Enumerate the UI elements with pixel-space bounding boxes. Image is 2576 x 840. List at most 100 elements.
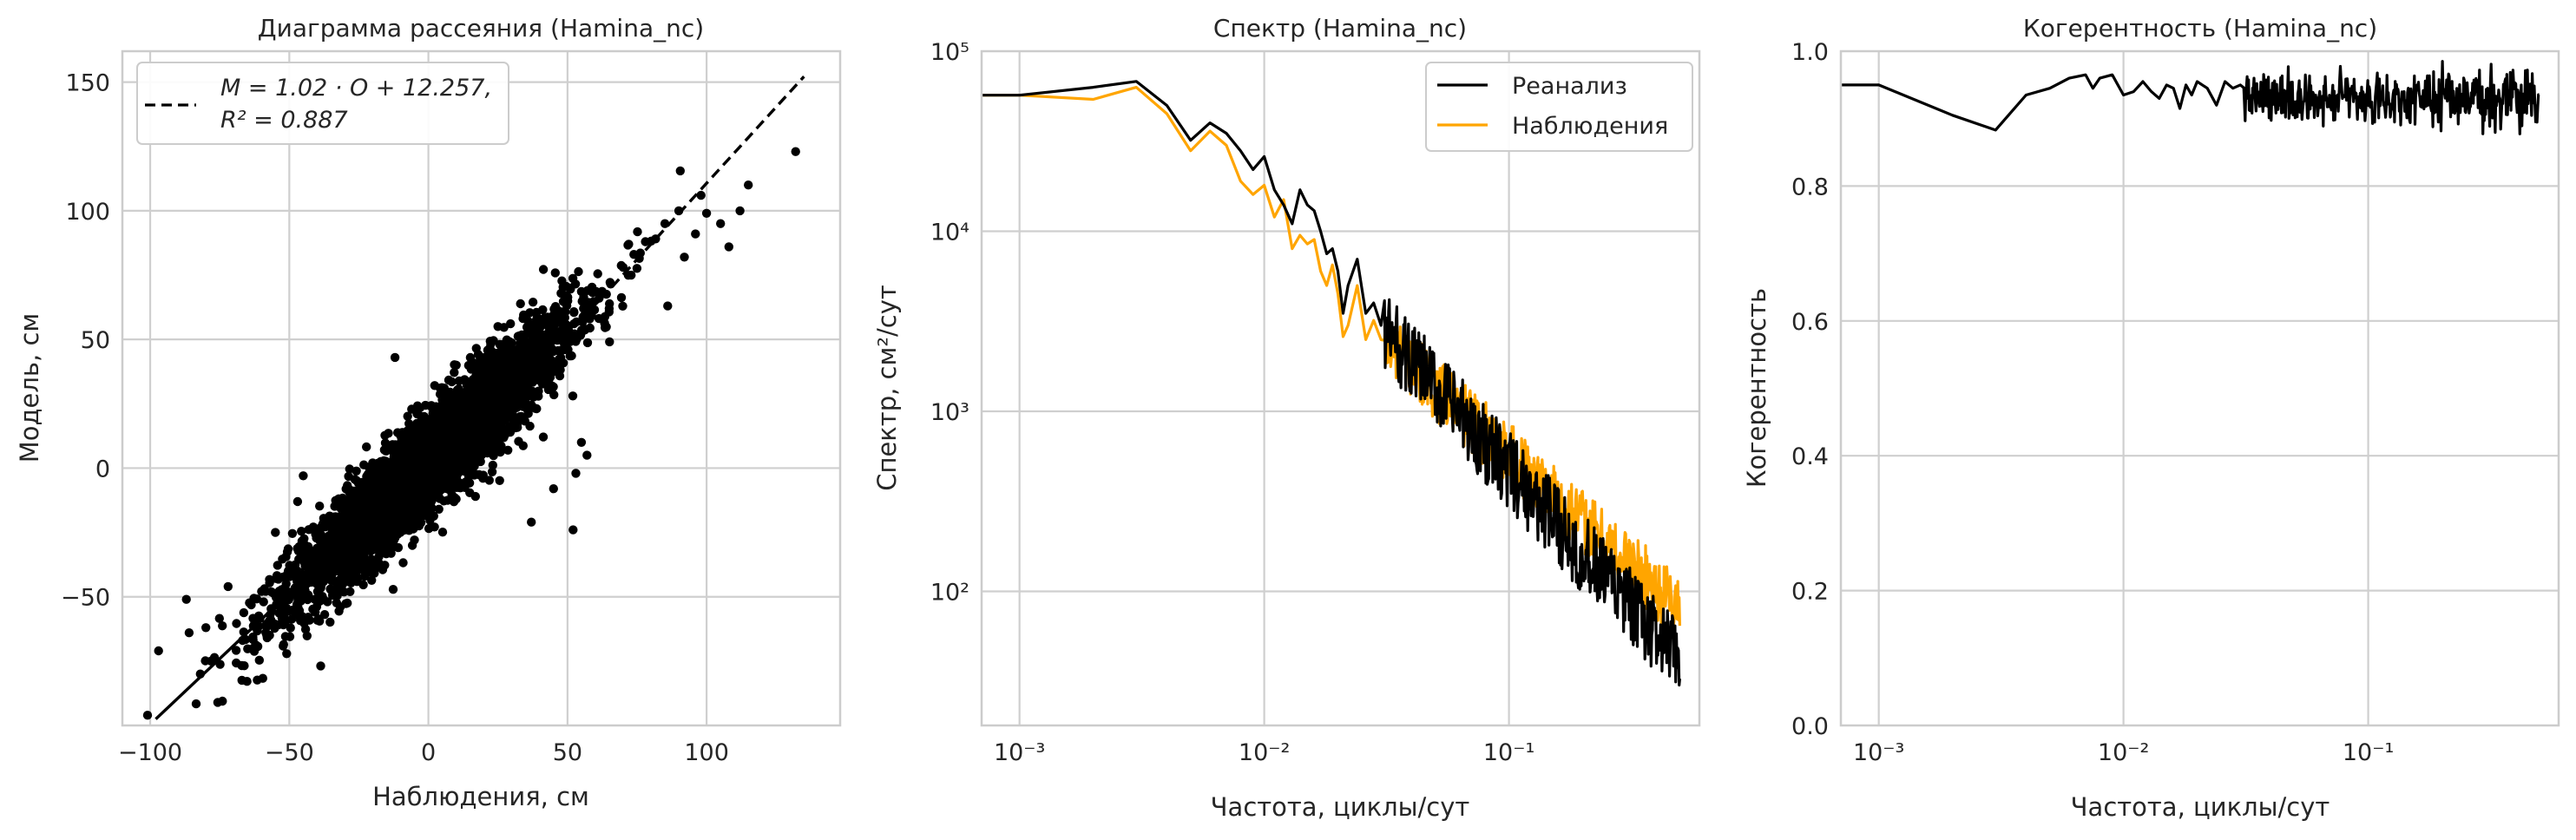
legend-fit-line2: R² = 0.887: [220, 107, 348, 134]
scatter-point: [403, 426, 412, 436]
scatter-point: [300, 559, 311, 568]
scatter-point: [411, 437, 420, 447]
scatter-point: [372, 486, 382, 496]
scatter-point: [447, 490, 457, 500]
scatter-point: [231, 646, 241, 655]
scatter-point: [352, 466, 361, 476]
coherence-title: Когерентность (Hamina_nc): [2023, 14, 2377, 43]
scatter-point: [403, 411, 412, 421]
scatter-point: [576, 437, 587, 447]
scatter-point: [317, 523, 326, 533]
scatter-point: [299, 471, 308, 481]
scatter-point: [532, 404, 542, 414]
scatter-point: [344, 495, 353, 505]
ytick-label-0-1: 0: [95, 456, 110, 482]
scatter-point: [395, 522, 404, 533]
scatter-point: [271, 528, 280, 537]
scatter-point: [696, 190, 706, 200]
scatter-point: [191, 699, 201, 709]
scatter-point: [424, 503, 435, 513]
scatter-point: [441, 396, 450, 405]
scatter-point: [293, 594, 303, 605]
scatter-point: [271, 574, 281, 583]
scatter-point: [319, 610, 330, 620]
xtick-label-1-1: 10⁻²: [1239, 739, 1290, 766]
scatter-point: [487, 365, 496, 375]
spectrum-lines: [982, 80, 1681, 687]
scatter-point: [292, 496, 303, 507]
scatter-point: [490, 356, 500, 366]
scatter-point: [297, 527, 306, 536]
scatter-point: [454, 384, 463, 394]
scatter-point: [390, 352, 400, 363]
coherence-panel: 10⁻³ 10⁻² 10⁻¹ 0.0 0.2 0.4 0.6 0.8 1.0 Когерентн…: [1742, 14, 2560, 822]
scatter-point: [259, 597, 268, 607]
scatter-point: [273, 561, 282, 570]
scatter-point: [433, 421, 443, 431]
scatter-point: [527, 517, 536, 527]
scatter-point: [724, 242, 733, 252]
scatter-point: [265, 616, 274, 626]
scatter-point: [273, 620, 284, 630]
scatter-point: [283, 607, 293, 616]
scatter-point: [467, 358, 477, 367]
scatter-point: [691, 229, 700, 239]
scatter-point: [424, 424, 433, 434]
scatter-point: [444, 423, 455, 433]
ytick-label-1-1: 10³: [930, 399, 969, 426]
ytick-label-0-2: 50: [81, 327, 110, 354]
scatter-point: [549, 360, 560, 370]
scatter-point: [218, 621, 227, 631]
scatter-point: [154, 646, 163, 656]
scatter-point: [344, 471, 353, 482]
scatter-point: [660, 219, 670, 228]
scatter-point: [680, 253, 689, 262]
scatter-point: [496, 447, 505, 457]
scatter-point: [436, 479, 446, 489]
fit-line-solid: [154, 298, 602, 720]
scatter-point: [591, 286, 601, 297]
scatter-point: [346, 550, 357, 561]
scatter-point: [523, 338, 533, 348]
scatter-point: [181, 594, 191, 604]
scatter-point: [426, 511, 436, 521]
scatter-point: [258, 673, 267, 683]
scatter-point: [254, 655, 264, 665]
scatter-point: [593, 269, 602, 279]
coherence-ylabel: Когерентность: [1742, 288, 1771, 488]
scatter-point: [535, 329, 544, 339]
scatter-point: [430, 484, 439, 494]
scatter-point: [574, 266, 583, 277]
scatter-point: [495, 476, 504, 485]
scatter-point: [232, 619, 241, 628]
scatter-point: [359, 572, 370, 581]
ytick-label-1-2: 10⁴: [930, 219, 969, 246]
ytick-label-2-0: 0.0: [1791, 713, 1829, 740]
scatter-point: [563, 292, 573, 302]
scatter-point: [214, 614, 224, 623]
scatter-point: [549, 314, 559, 324]
scatter-point: [287, 567, 297, 577]
scatter-point: [422, 433, 431, 443]
scatter-point: [372, 477, 383, 488]
scatter-point: [555, 371, 565, 381]
scatter-point: [333, 517, 344, 528]
scatter-point: [315, 502, 325, 511]
scatter-point: [582, 450, 592, 460]
scatter-point: [566, 283, 575, 292]
reanalysis-line: [982, 80, 1681, 687]
ytick-label-2-5: 1.0: [1791, 39, 1829, 66]
scatter-grid: [122, 51, 840, 725]
scatter-point: [633, 226, 642, 237]
scatter-point: [528, 298, 538, 307]
scatter-point: [319, 548, 328, 558]
legend-fit-line1: M = 1.02 · O + 12.257,: [220, 75, 492, 102]
scatter-point: [462, 377, 471, 387]
scatter-point: [293, 603, 303, 613]
scatter-point: [543, 380, 553, 390]
scatter-point: [310, 594, 319, 604]
scatter-point: [410, 535, 419, 545]
scatter-point: [524, 345, 534, 355]
scatter-point: [532, 318, 542, 328]
